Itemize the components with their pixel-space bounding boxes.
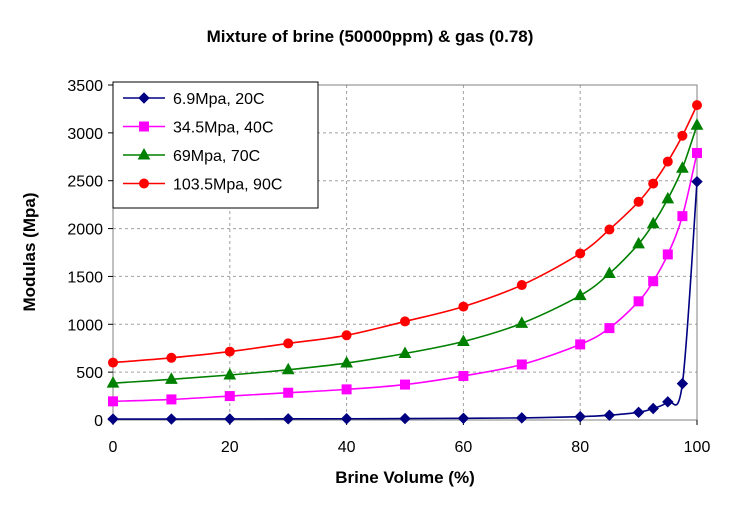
data-point — [633, 196, 644, 207]
data-point — [458, 301, 469, 312]
legend-label: 103.5Mpa, 90C — [173, 177, 282, 194]
x-tick-label: 20 — [221, 439, 239, 456]
data-point — [457, 334, 470, 347]
x-tick-label: 60 — [455, 439, 473, 456]
data-point — [604, 224, 615, 235]
data-point — [690, 118, 704, 130]
data-point — [458, 370, 469, 381]
data-point — [166, 394, 177, 405]
x-tick-label: 80 — [571, 439, 589, 456]
data-point — [282, 413, 294, 425]
data-point — [224, 413, 236, 425]
data-point — [283, 387, 294, 398]
legend-label: 6.9Mpa, 20C — [173, 91, 265, 108]
data-point — [516, 280, 527, 291]
y-tick-label: 2000 — [67, 222, 103, 239]
series-3 — [106, 118, 704, 388]
legend-marker — [138, 92, 150, 104]
data-point — [662, 249, 673, 260]
data-point — [516, 359, 527, 370]
data-point — [648, 178, 659, 189]
data-point — [165, 372, 178, 384]
data-point — [400, 316, 410, 327]
data-point — [457, 412, 470, 424]
y-tick-label: 500 — [76, 365, 103, 382]
data-point — [692, 147, 702, 158]
x-axis-label: Brine Volume (%) — [335, 468, 474, 487]
data-point — [224, 346, 235, 357]
data-point — [575, 248, 586, 259]
y-axis-label: Modulas (Mpa) — [20, 193, 39, 312]
data-point — [647, 402, 659, 415]
data-point — [399, 412, 411, 425]
data-point — [107, 413, 119, 425]
y-tick-label: 3500 — [67, 78, 103, 95]
y-tick-label: 0 — [94, 413, 103, 430]
legend-marker — [139, 121, 149, 132]
series-layer — [106, 100, 704, 425]
legend: 6.9Mpa, 20C 34.5Mpa, 40C 69Mpa, 70C 103.5Mp… — [112, 81, 319, 209]
data-point — [677, 211, 688, 222]
x-tick-label: 100 — [684, 439, 711, 456]
y-tick-label: 3000 — [67, 126, 103, 143]
legend-marker — [139, 178, 149, 189]
legend-label: 34.5Mpa, 40C — [173, 120, 274, 137]
data-point — [676, 161, 689, 173]
x-tick-label: 0 — [109, 439, 118, 456]
data-point — [283, 338, 294, 349]
chart-title: Mixture of brine (50000ppm) & gas (0.78) — [207, 27, 534, 46]
data-point — [603, 266, 616, 279]
data-point — [400, 379, 410, 390]
legend-item: 34.5Mpa, 40C — [123, 120, 274, 137]
legend-label: 69Mpa, 70C — [173, 148, 260, 165]
data-point — [281, 362, 295, 375]
data-point — [398, 346, 412, 358]
data-point — [575, 339, 586, 350]
data-point — [340, 413, 353, 425]
data-point — [677, 130, 688, 141]
series-2 — [108, 147, 702, 407]
data-point — [516, 412, 528, 424]
data-point — [340, 356, 353, 368]
data-point — [603, 409, 616, 421]
y-tick-label: 1500 — [67, 269, 103, 286]
x-tick-label: 40 — [338, 439, 356, 456]
legend-item: 103.5Mpa, 90C — [123, 177, 282, 194]
data-point — [224, 391, 235, 402]
data-point — [166, 352, 177, 363]
data-point — [632, 406, 645, 419]
data-point — [692, 100, 702, 111]
data-point — [646, 216, 660, 229]
data-point — [691, 175, 703, 188]
legend-item: 6.9Mpa, 20C — [123, 91, 265, 108]
data-point — [574, 410, 586, 423]
data-point — [106, 376, 120, 388]
data-point — [165, 413, 178, 425]
legend-marker — [137, 147, 151, 160]
y-tick-label: 1000 — [67, 317, 103, 334]
series-4 — [108, 100, 702, 368]
data-point — [662, 156, 673, 167]
data-point — [662, 396, 674, 408]
y-tick-label: 2500 — [67, 174, 103, 191]
data-point — [661, 191, 675, 204]
data-point — [515, 316, 529, 328]
data-point — [108, 396, 118, 407]
data-point — [632, 236, 645, 249]
data-point — [604, 323, 615, 334]
data-point — [633, 296, 644, 307]
data-point — [573, 288, 587, 301]
data-point — [676, 377, 689, 390]
legend-item: 69Mpa, 70C — [123, 147, 260, 165]
data-point — [341, 330, 352, 341]
data-point — [108, 357, 118, 368]
data-point — [341, 384, 352, 395]
data-point — [223, 367, 237, 380]
series-1 — [107, 175, 703, 425]
data-point — [648, 276, 659, 287]
